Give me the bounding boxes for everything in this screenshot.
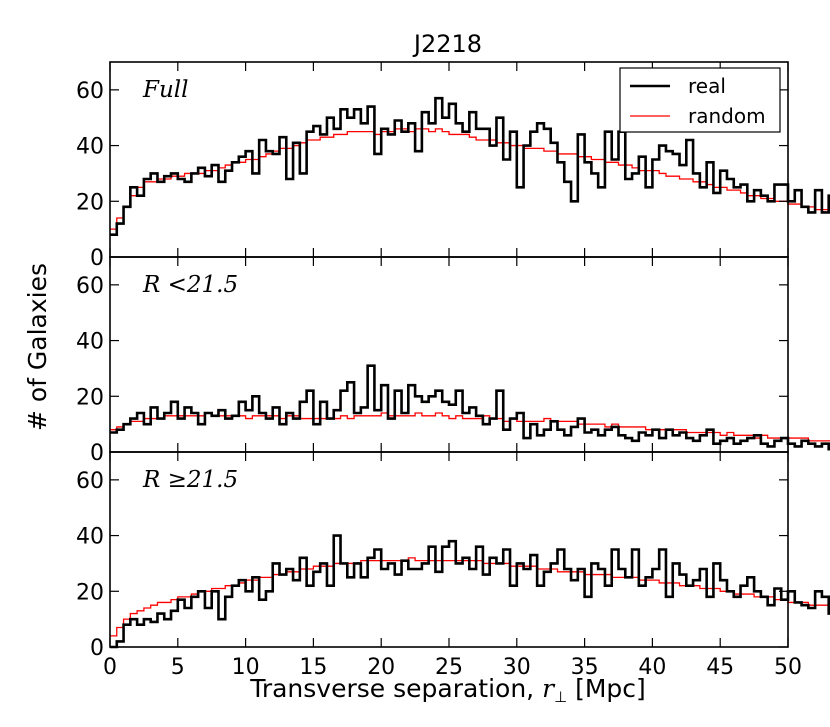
panel-label: R ≥21.5 (142, 467, 238, 493)
panel-label: R <21.5 (142, 272, 238, 298)
x-tick-label: 40 (638, 655, 666, 680)
y-tick-label: 60 (76, 274, 104, 299)
legend-label-real: real (688, 74, 726, 98)
x-tick-label: 0 (103, 655, 117, 680)
y-tick-label: 40 (76, 330, 104, 355)
y-tick-label: 40 (76, 525, 104, 550)
panel-1: 0 20 40 60 Full (76, 61, 830, 271)
y-tick-label: 20 (76, 190, 104, 215)
y-tick-label: 40 (76, 135, 104, 160)
series-real-line-panel-3 (110, 534, 830, 649)
x-tick-label: 25 (435, 655, 463, 680)
x-axis-label: Transverse separation, r⊥ [Mpc] (249, 674, 646, 706)
y-tick-label: 60 (76, 79, 104, 104)
x-tick-label: 30 (503, 655, 531, 680)
x-tick-label: 15 (299, 655, 327, 680)
panel-label: Full (142, 77, 188, 103)
y-tick-label: 20 (76, 385, 104, 410)
x-axis-label-subscript: ⊥ (554, 688, 567, 706)
x-tick-label: 5 (171, 655, 185, 680)
y-tick-label: 20 (76, 580, 104, 605)
x-tick-label: 20 (367, 655, 395, 680)
x-tick-label: 35 (571, 655, 599, 680)
series-real-line-panel-2 (110, 364, 830, 451)
x-tick-label: 50 (774, 655, 802, 680)
y-tick-label: 60 (76, 469, 104, 494)
y-axis-label: # of Galaxies (23, 263, 52, 431)
series-real-line-panel-1 (110, 96, 830, 237)
x-tick-label: 45 (706, 655, 734, 680)
x-tick-label: 10 (232, 655, 260, 680)
legend-label-random: random (688, 104, 766, 128)
series-random-line-panel-1 (110, 128, 830, 230)
y-tick-label: 0 (90, 441, 104, 466)
panel-2: 0 20 40 60 R <21.5 (76, 256, 830, 466)
x-axis-label-unit: [Mpc] (567, 674, 646, 703)
series-random-line-panel-2 (110, 412, 830, 442)
x-axis-label-text: Transverse separation, (249, 674, 534, 703)
legend: real random (619, 67, 781, 133)
legend-box (619, 67, 781, 133)
x-axis-label-symbol: r (542, 674, 556, 703)
panel-3: 0 20 40 60 R ≥21.5 (76, 451, 830, 661)
y-tick-label: 0 (90, 636, 104, 661)
y-tick-label: 0 (90, 246, 104, 271)
chart-title: J2218 (412, 30, 482, 58)
